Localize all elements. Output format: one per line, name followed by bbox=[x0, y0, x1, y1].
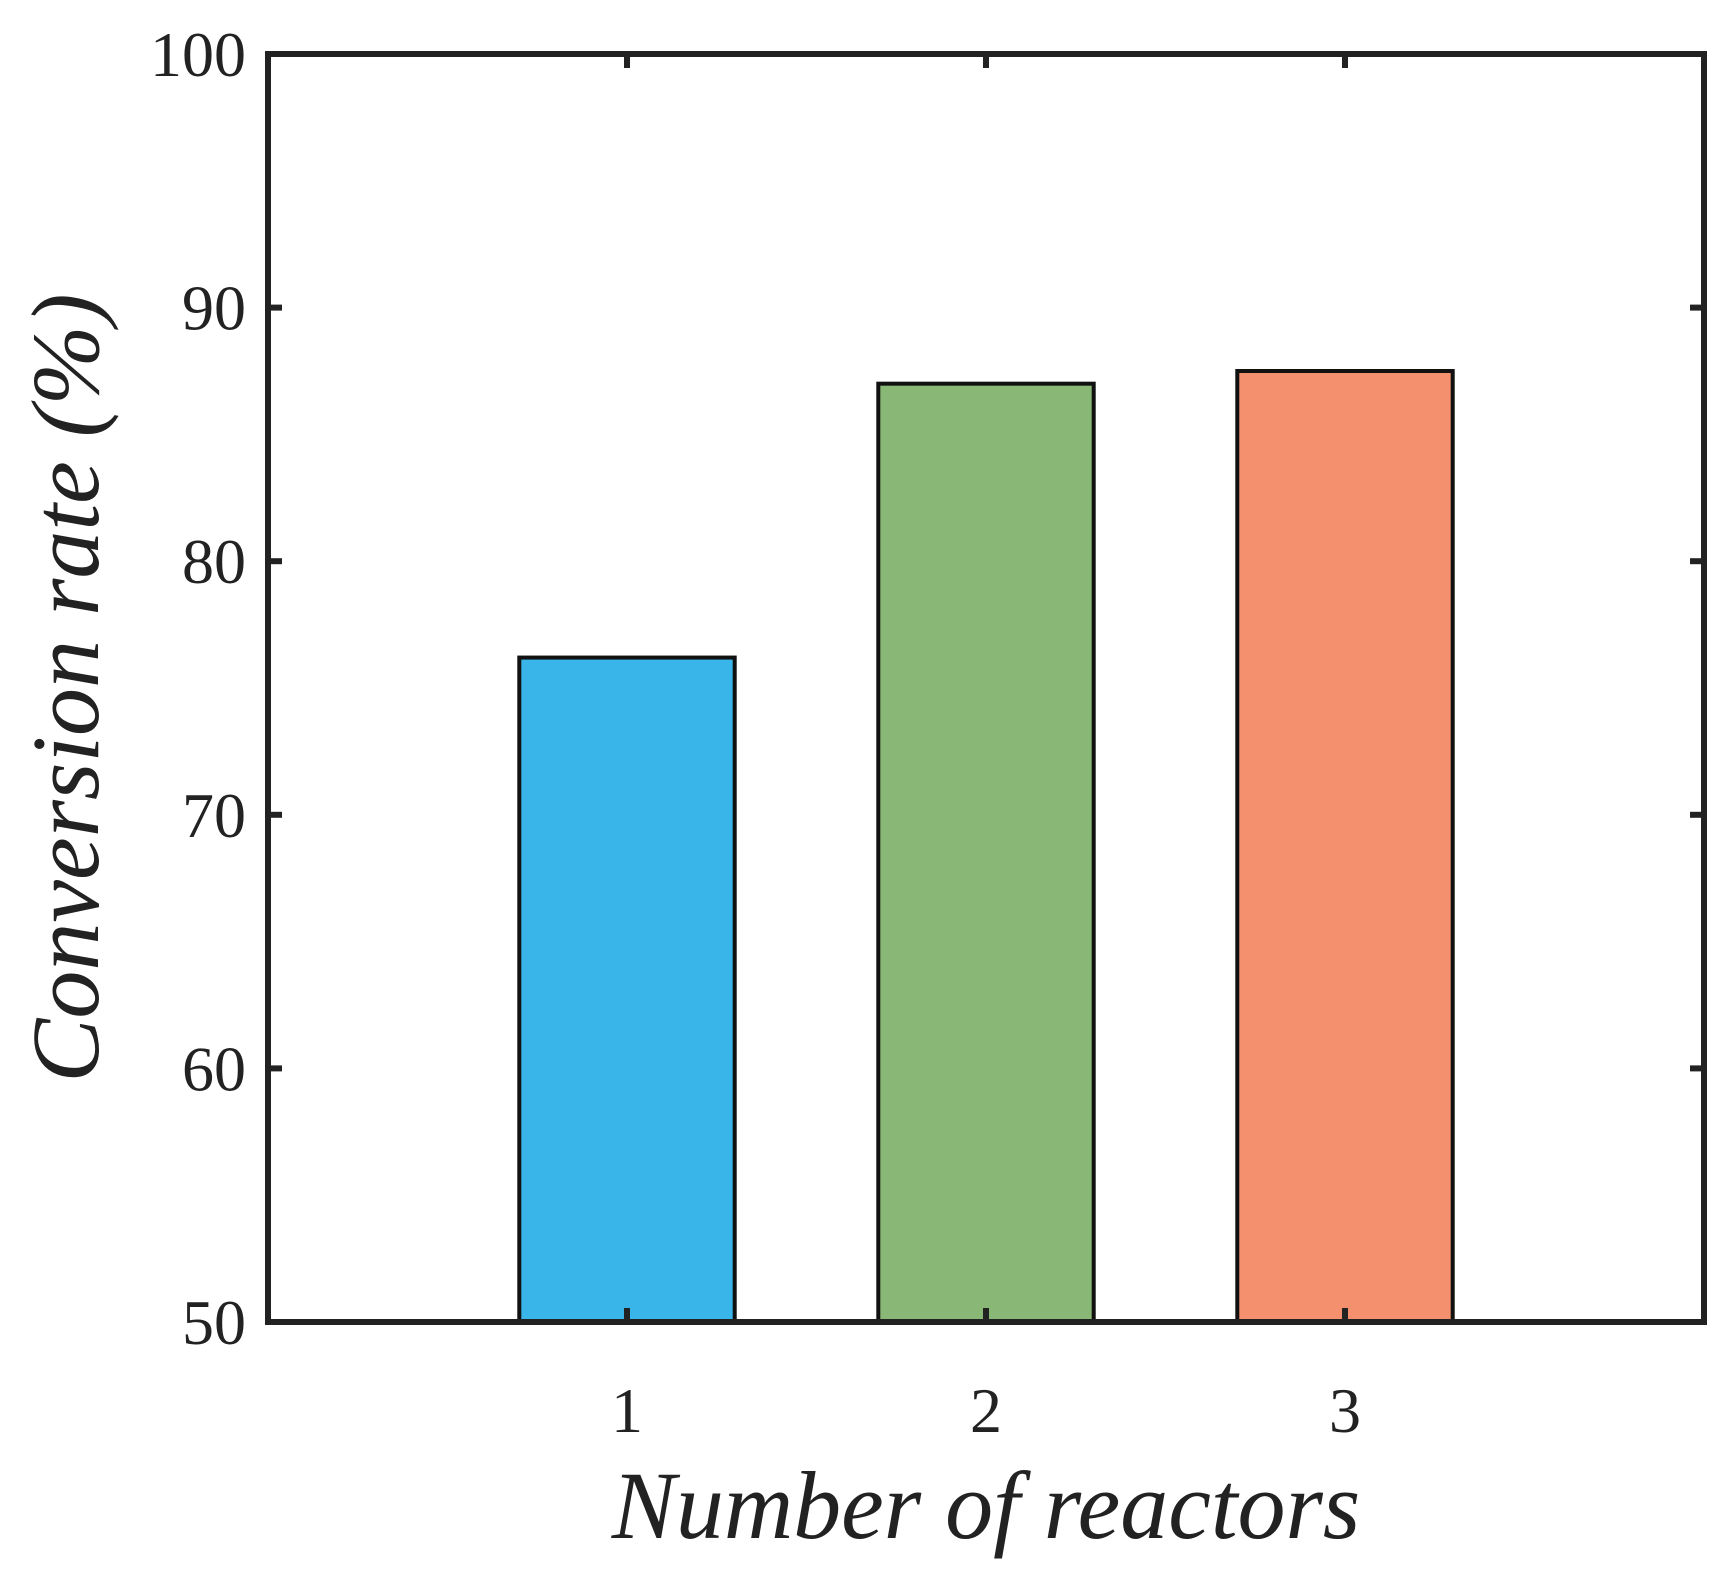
x-axis-label: Number of reactors bbox=[611, 1452, 1360, 1559]
x-tick-label-3: 3 bbox=[1329, 1375, 1361, 1446]
axis-ticks bbox=[268, 51, 1704, 1325]
bar-3 bbox=[1235, 369, 1455, 1324]
bar-series bbox=[517, 369, 1455, 1324]
y-axis-label: Conversion rate (%) bbox=[12, 293, 119, 1082]
y-axis-tick-labels: 50 60 70 80 90 100 bbox=[150, 19, 246, 1358]
y-tick-label-70: 70 bbox=[182, 780, 246, 851]
x-tick-label-2: 2 bbox=[970, 1375, 1002, 1446]
y-tick-label-90: 90 bbox=[182, 273, 246, 344]
y-tick-label-50: 50 bbox=[182, 1287, 246, 1358]
x-tick-label-1: 1 bbox=[611, 1375, 643, 1446]
y-tick-label-60: 60 bbox=[182, 1033, 246, 1104]
y-tick-label-80: 80 bbox=[182, 526, 246, 597]
bar-1 bbox=[517, 655, 737, 1324]
bar-2 bbox=[876, 381, 1096, 1324]
y-tick-label-100: 100 bbox=[150, 19, 246, 90]
x-axis-tick-labels: 1 2 3 bbox=[611, 1375, 1361, 1446]
